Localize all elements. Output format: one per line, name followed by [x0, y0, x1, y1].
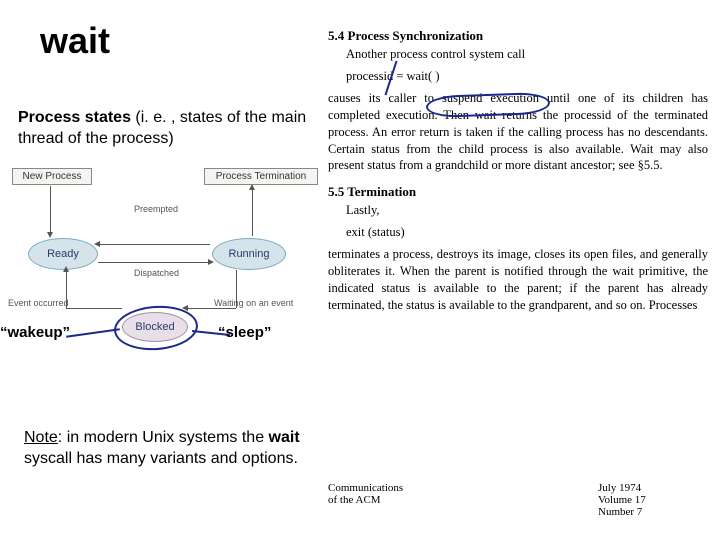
line-55a: Lastly,: [328, 202, 708, 219]
blocked-annotation: [113, 303, 200, 353]
preempted-label: Preempted: [134, 204, 178, 214]
subtitle: Process states (i. e. , states of the ma…: [18, 108, 313, 150]
textbook-excerpt: 5.4 Process Synchronization Another proc…: [328, 28, 708, 528]
cit-r2: Volume 17: [598, 494, 698, 506]
cit-l2: of the ACM: [328, 494, 468, 506]
note-body2: syscall has many variants and options.: [24, 450, 298, 467]
cit-r1: July 1974: [598, 482, 698, 494]
code-exit: exit (status): [346, 225, 708, 240]
citation: Communications of the ACM July 1974 Volu…: [328, 482, 698, 518]
waiting-label: Waiting on an event: [214, 298, 293, 308]
note: Note: in modern Unix systems the wait sy…: [24, 428, 314, 470]
wakeup-line: [66, 328, 120, 337]
note-body1: : in modern Unix systems the: [58, 429, 269, 446]
termination-box: Process Termination: [204, 168, 318, 185]
new-process-box: New Process: [12, 168, 92, 185]
sleep-label: “sleep”: [218, 324, 271, 341]
section-5-5-head: 5.5 Termination: [328, 184, 708, 200]
note-bold: wait: [269, 429, 300, 446]
running-node: Running: [212, 238, 286, 270]
subtitle-bold: Process states: [18, 109, 131, 126]
para-55: terminates a process, destroys its image…: [328, 246, 708, 314]
dispatched-label: Dispatched: [134, 268, 179, 278]
line-54a: Another process control system call: [328, 46, 708, 63]
cit-r3: Number 7: [598, 506, 698, 518]
slide-title: wait: [40, 20, 110, 62]
note-underline: Note: [24, 429, 58, 446]
section-5-4-head: 5.4 Process Synchronization: [328, 28, 708, 44]
code-wait: processid = wait( ): [346, 69, 708, 84]
wakeup-label: “wakeup”: [0, 324, 70, 341]
event-occurred-label: Event occurred: [8, 298, 69, 308]
state-diagram: New Process Process Termination Ready Ru…: [4, 168, 316, 348]
cit-l1: Communications: [328, 482, 468, 494]
